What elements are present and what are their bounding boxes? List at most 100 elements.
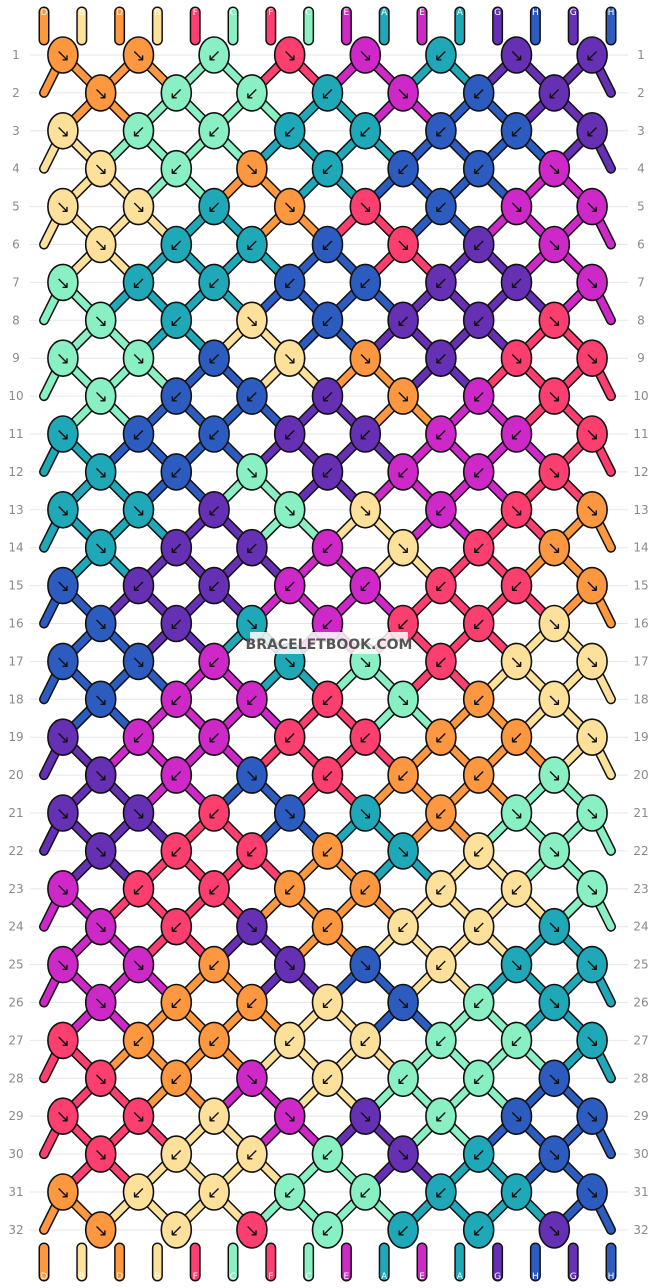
knot: ↙ (387, 149, 419, 188)
strand-letter: C (305, 8, 311, 18)
knot: ↘ (576, 415, 608, 453)
knot-arrow-icon: ↘ (547, 842, 561, 862)
knot: ↙ (236, 225, 268, 264)
knot-body (425, 794, 457, 832)
knot: ↘ (47, 566, 79, 605)
knot: ↘ (538, 453, 571, 491)
knot-arrow-icon: ↙ (131, 122, 145, 142)
knot-arrow-icon: ↙ (169, 1069, 183, 1089)
knot: ↙ (160, 453, 193, 491)
knot: ↙ (425, 794, 457, 832)
knot: ↙ (236, 74, 268, 112)
knot-body (160, 832, 193, 870)
knot: ↘ (122, 339, 155, 378)
knot-arrow-icon: ↙ (131, 880, 145, 900)
knot-body (122, 187, 155, 226)
knot: ↙ (311, 453, 344, 491)
knot-body (311, 149, 344, 188)
knot-arrow-icon: ↙ (283, 122, 297, 142)
knot-arrow-icon: ↘ (131, 501, 145, 521)
knot: ↙ (198, 112, 230, 150)
row-number-right: 20 (633, 768, 648, 782)
strand-letter: B (154, 1272, 160, 1282)
knot-body (47, 642, 79, 681)
knot: ↙ (160, 225, 193, 264)
strand-letter: H (608, 8, 615, 18)
knot: ↙ (387, 1211, 419, 1249)
knot-body (538, 149, 571, 188)
knot-arrow-icon: ↘ (56, 198, 70, 218)
knot: ↙ (311, 1135, 344, 1173)
knot-arrow-icon: ↘ (56, 728, 70, 748)
knot: ↙ (462, 301, 495, 340)
knot: ↙ (198, 187, 230, 226)
knot-body (236, 1211, 268, 1249)
knot-body (198, 566, 230, 605)
knot-body (462, 832, 495, 870)
knot-arrow-icon: ↘ (396, 994, 410, 1014)
row-number-left: 18 (8, 692, 23, 706)
knot: ↙ (122, 263, 155, 302)
knot: ↙ (236, 528, 268, 567)
knot: ↙ (198, 1021, 230, 1060)
knot-body (47, 36, 79, 74)
knot-arrow-icon: ↘ (283, 46, 297, 66)
knot-arrow-icon: ↙ (472, 160, 486, 180)
knot-arrow-icon: ↘ (94, 690, 108, 710)
row-number-left: 5 (12, 200, 20, 214)
knot-body (576, 566, 608, 605)
knot-arrow-icon: ↘ (396, 842, 410, 862)
knot: ↙ (122, 869, 155, 908)
knot: ↘ (236, 149, 268, 188)
knot: ↘ (387, 528, 419, 567)
knot: ↙ (160, 983, 193, 1022)
knot-arrow-icon: ↙ (320, 1069, 334, 1089)
knot-body (425, 490, 457, 529)
knot-body (538, 756, 571, 794)
knot: ↘ (500, 642, 533, 681)
knot: ↙ (425, 1021, 457, 1060)
knot: ↘ (349, 1097, 382, 1135)
knot-arrow-icon: ↘ (585, 577, 599, 597)
knot-body (576, 1173, 608, 1211)
row-number-right: 24 (633, 920, 648, 934)
knot-body (538, 1135, 571, 1173)
knot-arrow-icon: ↙ (320, 1145, 334, 1165)
knot-arrow-icon: ↙ (320, 311, 334, 331)
knot: ↙ (122, 718, 155, 757)
knot: ↘ (576, 718, 608, 757)
knot-arrow-icon: ↘ (283, 804, 297, 824)
knot-body (122, 718, 155, 757)
knot-arrow-icon: ↙ (245, 539, 259, 559)
knot: ↘ (47, 187, 79, 226)
knot: ↙ (425, 415, 457, 453)
knot-arrow-icon: ↙ (283, 1183, 297, 1203)
knot: ↘ (122, 794, 155, 832)
knot: ↙ (425, 1173, 457, 1211)
knot-arrow-icon: ↙ (169, 539, 183, 559)
row-number-right: 2 (637, 86, 645, 100)
knot-body (425, 1173, 457, 1211)
knot-body (47, 869, 79, 908)
row-number-left: 8 (12, 313, 20, 327)
row-number-right: 18 (633, 692, 648, 706)
knot-body (500, 1173, 533, 1211)
knot-body (122, 869, 155, 908)
knot-body (236, 756, 268, 794)
row-number-left: 3 (12, 124, 20, 138)
knot-arrow-icon: ↙ (207, 577, 221, 597)
row-number-left: 6 (12, 238, 20, 252)
knot: ↘ (47, 869, 79, 908)
knot-arrow-icon: ↙ (509, 425, 523, 445)
knot-arrow-icon: ↘ (94, 463, 108, 483)
knot: ↙ (462, 74, 495, 112)
knot-arrow-icon: ↘ (94, 615, 108, 635)
knot-arrow-icon: ↙ (547, 84, 561, 104)
knot-body (198, 339, 230, 378)
knot-body (84, 377, 117, 415)
knot: ↙ (198, 566, 230, 605)
knot-arrow-icon: ↘ (131, 956, 145, 976)
knot-arrow-icon: ↘ (245, 1221, 259, 1241)
knot: ↘ (538, 149, 571, 188)
knot-body (122, 794, 155, 832)
